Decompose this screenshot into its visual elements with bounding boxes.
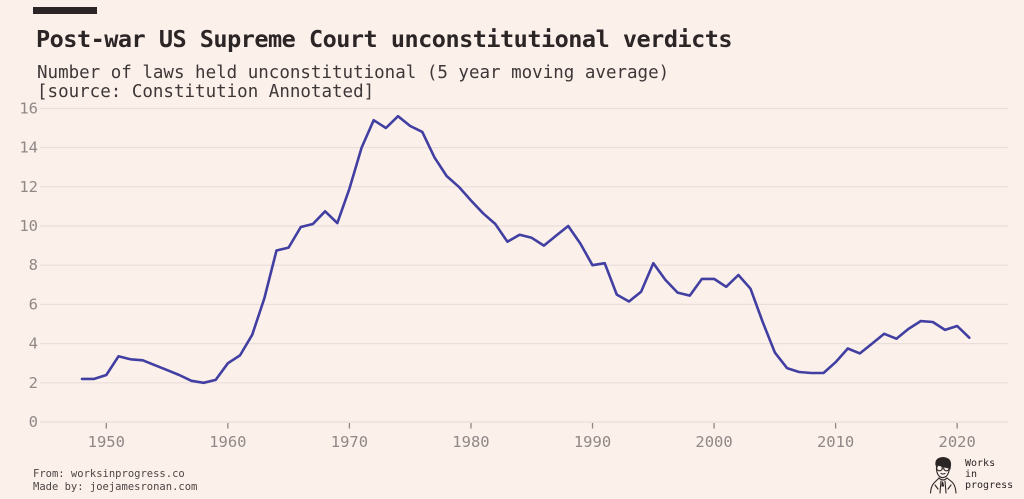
x-tick-label: 2010	[817, 433, 854, 451]
x-tick-label: 1960	[209, 433, 246, 451]
y-tick-label: 14	[19, 139, 38, 157]
accent-bar	[33, 7, 97, 14]
chart-subtitle: Number of laws held unconstitutional (5 …	[37, 64, 669, 102]
y-tick-label: 6	[29, 295, 38, 313]
y-tick-label: 16	[19, 99, 38, 117]
y-tick-label: 12	[19, 178, 38, 196]
x-tick-label: 1990	[574, 433, 611, 451]
y-tick-label: 4	[29, 335, 38, 353]
attribution-made-by: Made by: joejamesronan.com	[33, 481, 198, 493]
logo-text: Works in progress	[965, 455, 1013, 491]
x-tick-label: 1970	[331, 433, 368, 451]
portrait-sketch-icon	[929, 456, 957, 494]
x-tick-label: 2000	[695, 433, 732, 451]
x-tick-label: 1980	[452, 433, 489, 451]
works-in-progress-logo: Works in progress	[928, 455, 1024, 495]
logo-text-line-2: in	[965, 469, 978, 480]
logo-text-line-3: progress	[965, 480, 1014, 491]
y-tick-label: 0	[29, 413, 38, 431]
y-tick-label: 8	[29, 256, 38, 274]
page-title: Post-war US Supreme Court unconstitution…	[36, 25, 733, 53]
x-tick-label: 1950	[88, 433, 125, 451]
subtitle-line-2: [source: Constitution Annotated]	[37, 82, 375, 102]
attribution-from: From: worksinprogress.co	[33, 468, 185, 480]
y-tick-label: 10	[19, 217, 38, 235]
attribution: From: worksinprogress.co Made by: joejam…	[33, 468, 197, 494]
subtitle-line-1: Number of laws held unconstitutional (5 …	[37, 63, 670, 83]
logo-text-line-1: Works	[965, 458, 996, 469]
data-line	[80, 114, 971, 385]
y-tick-label: 2	[29, 374, 38, 392]
x-tick-label: 2020	[938, 433, 975, 451]
